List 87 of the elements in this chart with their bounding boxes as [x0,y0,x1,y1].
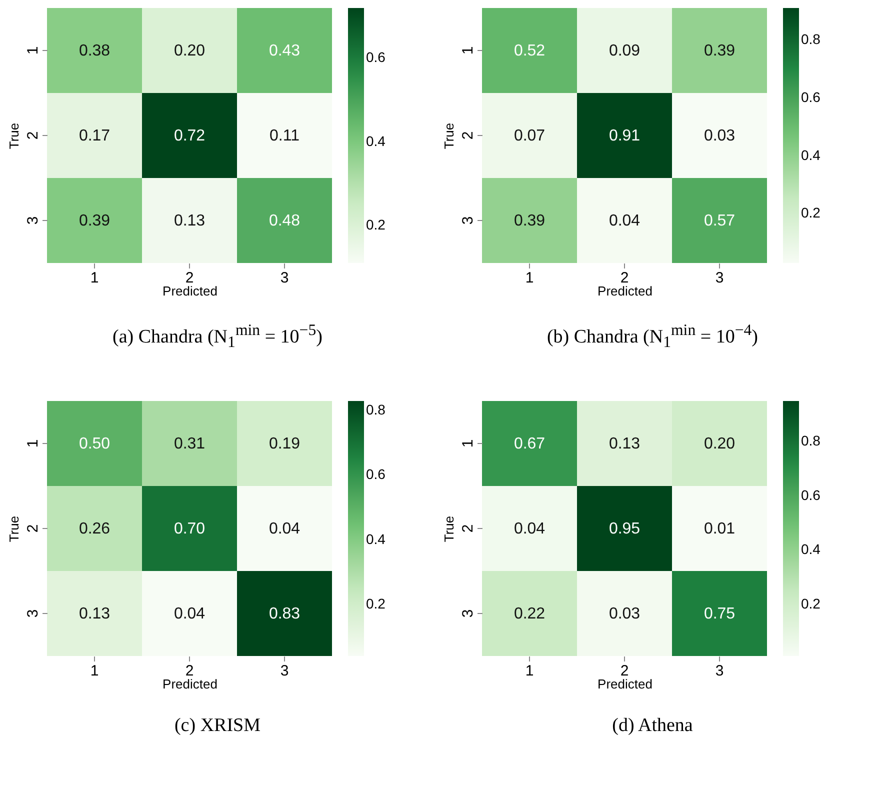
data-label: 0.11 [270,128,300,144]
data-label: 0.13 [174,212,206,230]
x-tick-label: 2 [185,270,194,286]
color-bar-label: 0.4 [801,146,821,163]
x-tick-label: 2 [620,270,629,286]
y-axis-title: True [6,516,22,542]
y-tick-label: 2 [24,131,42,140]
data-label: 0.13 [608,436,640,452]
text: (d) Athena [611,715,694,737]
data-label: 0.91 [608,128,640,144]
data-label: 0.83 [268,606,300,622]
color-bar-label: 0.2 [801,595,821,612]
color-bar-label: 0.4 [801,541,821,558]
color-bar-label: 0.8 [366,402,386,418]
data-label: 0.39 [78,212,110,230]
data-label: 0.03 [704,128,736,144]
y-tick-label: 1 [24,46,42,55]
x-axis-title: Predicted [598,676,652,692]
x-tick-label: 2 [620,662,629,680]
color-bar-label: 0.8 [801,30,821,47]
y-tick-label: 1 [24,439,42,448]
x-tick-label: 1 [90,270,99,286]
data-label: 0.04 [514,520,546,538]
data-label: 0.04 [268,520,300,538]
y-tick-label: 3 [460,216,476,225]
y-tick-label: 3 [24,216,42,225]
data-label: 0.19 [268,436,300,452]
data-label: 0.31 [174,436,206,452]
x-tick-label: 3 [280,270,289,286]
color-bar-label: 0.4 [366,530,386,547]
data-label: 0.22 [514,606,546,622]
data-label: 0.26 [78,520,110,538]
data-label: 0.39 [704,42,736,60]
data-label: 0.07 [514,128,546,144]
data-label: 0.70 [174,520,206,538]
y-axis-title: True [442,516,456,542]
data-label: 0.50 [78,436,110,452]
y-tick-label: 1 [460,439,476,448]
data-label: 0.20 [704,436,736,452]
x-tick-label: 1 [525,270,534,286]
color-bar-label: 0.6 [801,486,821,503]
y-tick-label: 3 [24,609,42,618]
text: (b) Chandra (N$_{1}$$^{min}$ = 10$^{−4}$) [546,322,759,352]
data-label: 0.09 [608,42,640,60]
x-axis-title: Predicted [162,676,218,692]
data-label: 0.17 [78,128,110,144]
data-label: 0.04 [174,606,206,622]
y-tick-label: 3 [460,609,476,618]
x-tick-label: 1 [90,662,99,680]
data-label: 0.48 [268,212,300,230]
x-tick-label: 3 [280,662,289,680]
x-axis-title: Predicted [598,284,652,298]
color-bar-label: 0.6 [801,88,821,105]
x-tick-label: 3 [715,662,724,680]
color-bar-label: 0.2 [801,204,821,221]
color-bar-label: 0.2 [366,216,386,232]
y-tick-label: 2 [460,524,476,533]
y-axis-title: True [442,122,456,150]
data-label: 0.39 [514,212,546,230]
data-label: 0.57 [704,212,736,230]
y-tick-label: 2 [460,131,476,140]
data-label: 0.01 [704,520,736,538]
data-label: 0.95 [608,520,640,538]
data-label: 0.52 [514,42,546,60]
x-tick-label: 2 [185,662,194,680]
data-label: 0.04 [608,212,640,230]
color-bar-label: 0.4 [366,132,386,149]
data-label: 0.67 [514,436,546,452]
y-tick-label: 2 [24,524,42,533]
data-label: 0.75 [704,606,736,622]
x-axis-title: Predicted [162,284,218,298]
x-tick-label: 3 [715,270,724,286]
data-label: 0.13 [78,606,110,622]
color-bar-label: 0.6 [366,466,386,482]
data-label: 0.72 [174,128,206,144]
color-bar-label: 0.2 [366,595,386,612]
data-label: 0.03 [608,606,640,622]
y-tick-label: 1 [460,46,476,55]
data-label: 0.38 [78,42,110,60]
x-tick-label: 1 [525,662,534,680]
color-bar-label: 0.8 [801,432,821,449]
data-label: 0.20 [174,42,206,60]
text: (a) Chandra (N$_{1}$$^{min}$ = 10$^{−5}$) [112,322,324,352]
text: (c) XRISM [173,715,262,737]
y-axis-title: True [6,122,22,150]
color-bar-label: 0.6 [366,49,386,66]
data-label: 0.43 [268,42,300,60]
